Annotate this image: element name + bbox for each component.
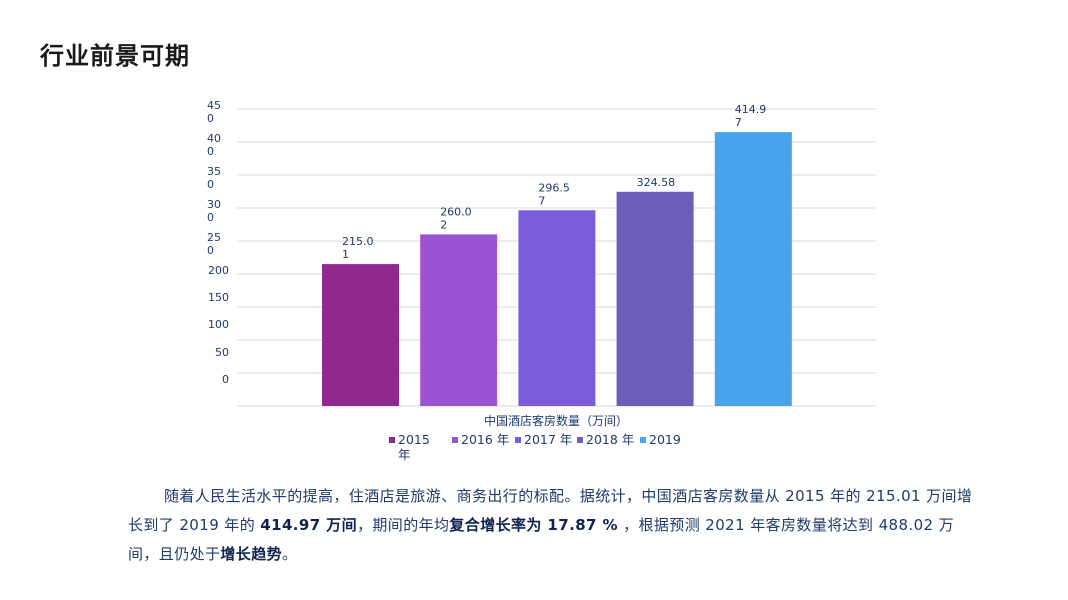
y-tick-label: 25 0 xyxy=(207,231,221,257)
y-tick-label: 0 xyxy=(222,373,229,386)
legend-label: 2019 xyxy=(649,432,681,447)
legend-label: 2017 年 xyxy=(524,432,572,447)
legend-label: 2015 年 xyxy=(398,432,430,462)
y-axis-ticks: 0 50 100 150 200 25 0 30 0 35 0 40 0 45 0 xyxy=(207,99,229,386)
chart-bars xyxy=(322,132,792,406)
data-label: 296.5 7 xyxy=(538,181,570,207)
legend-label: 2018 年 xyxy=(586,432,634,447)
y-tick-label: 30 0 xyxy=(207,198,221,224)
legend-swatch xyxy=(452,437,458,443)
y-tick-label: 100 xyxy=(208,318,229,331)
para-text-1: 随着人民生活水平的提高，住酒店是旅游、商务出行的标配。据统计，中国酒店客房数量从… xyxy=(128,487,973,534)
bar-0 xyxy=(322,264,399,406)
legend-swatch xyxy=(640,437,646,443)
legend-swatch xyxy=(515,437,521,443)
data-label: 215.0 1 xyxy=(342,235,374,261)
x-axis-label: 中国酒店客房数量（万间） xyxy=(484,413,628,428)
bar-chart: 0 50 100 150 200 25 0 30 0 35 0 40 0 45 0 215.0 1 260.0 2… xyxy=(207,99,876,462)
y-tick-label: 45 0 xyxy=(207,99,221,125)
para-text-3: ，根据预测 2021 年客房数量将达到 488.02 万间，且仍处于 xyxy=(128,516,955,563)
para-text-4: 。 xyxy=(282,545,298,563)
bar-4 xyxy=(714,132,792,406)
chart-legend: 2015 年 2016 年 2017 年 2018 年 2019 xyxy=(389,432,681,462)
y-tick-label: 40 0 xyxy=(207,132,221,158)
para-bold-trend: 增长趋势 xyxy=(220,545,283,563)
legend-swatch xyxy=(577,437,583,443)
data-label: 324.58 xyxy=(637,176,676,189)
legend-swatch xyxy=(389,437,395,443)
bar-2 xyxy=(518,210,596,406)
para-text-2: ，期间的年均 xyxy=(357,516,450,534)
data-label: 414.9 7 xyxy=(735,103,767,129)
bar-3 xyxy=(616,191,694,406)
description-paragraph: 随着人民生活水平的提高，住酒店是旅游、商务出行的标配。据统计，中国酒店客房数量从… xyxy=(128,482,978,569)
data-labels: 215.0 1 260.0 2 296.5 7 324.58 414.9 7 xyxy=(342,103,766,261)
data-label: 260.0 2 xyxy=(440,205,472,231)
para-bold-growth: 复合增长率为 17.87 % xyxy=(449,516,618,534)
y-tick-label: 200 xyxy=(208,264,229,277)
legend-label: 2016 年 xyxy=(461,432,509,447)
y-tick-label: 35 0 xyxy=(207,165,221,191)
y-tick-label: 150 xyxy=(208,291,229,304)
bar-1 xyxy=(420,234,498,406)
para-bold-rooms: 414.97 万间 xyxy=(260,516,357,534)
page-title: 行业前景可期 xyxy=(40,42,190,70)
y-tick-label: 50 xyxy=(215,346,229,359)
